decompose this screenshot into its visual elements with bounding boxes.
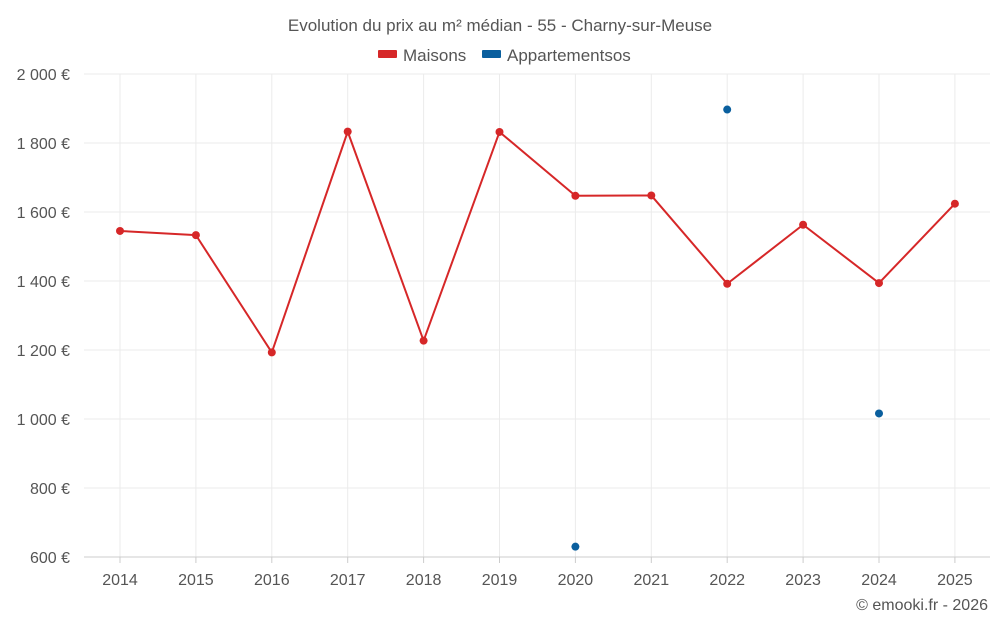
data-point-maisons-2020[interactable]	[571, 191, 580, 200]
y-gridlines	[84, 73, 990, 489]
x-tick-label: 2022	[709, 572, 745, 589]
x-tick-label: 2017	[330, 572, 366, 589]
legend-label-maisons: Maisons	[403, 46, 466, 65]
data-point-maisons-2019[interactable]	[495, 127, 504, 136]
credit-label: © emooki.fr - 2026	[856, 597, 988, 614]
x-tick-label: 2020	[558, 572, 594, 589]
data-point-appartementsos-2022[interactable]	[723, 105, 732, 114]
series-appartementsos	[571, 105, 883, 551]
data-point-maisons-2024[interactable]	[875, 279, 883, 288]
x-tick-label: 2018	[406, 572, 442, 589]
data-point-appartementsos-2020[interactable]	[571, 542, 580, 551]
data-point-maisons-2015[interactable]	[191, 231, 200, 240]
chart-legend: Maisons Appartementsos	[378, 46, 631, 65]
series-layer	[116, 105, 959, 551]
data-point-maisons-2023[interactable]	[799, 220, 808, 229]
x-tick-label: 2014	[102, 572, 138, 589]
y-tick-label: 800 €	[30, 481, 70, 498]
x-tick-label: 2015	[178, 572, 214, 589]
x-tick-label: 2021	[634, 572, 670, 589]
series-line-maisons	[119, 130, 956, 354]
data-point-maisons-2021[interactable]	[647, 191, 656, 200]
data-point-maisons-2014[interactable]	[116, 226, 124, 235]
legend-swatch-appartements	[482, 50, 501, 58]
data-point-maisons-2017[interactable]	[343, 127, 352, 136]
y-tick-label: 1 200 €	[17, 343, 70, 360]
x-tick-label: 2025	[937, 572, 973, 589]
x-tick-label: 2024	[861, 572, 897, 589]
y-tick-label: 1 600 €	[17, 205, 70, 222]
data-point-appartementsos-2024[interactable]	[875, 409, 883, 418]
chart-title: Evolution du prix au m² médian - 55 - Ch…	[288, 16, 712, 35]
y-tick-label: 1 800 €	[17, 136, 70, 153]
x-axis-ticks: 2014 2015 2016 2017 2018 2019 2020 2021 2022 2023…	[102, 557, 973, 589]
legend-item-maisons[interactable]: Maisons	[378, 46, 466, 65]
x-tick-label: 2019	[482, 572, 518, 589]
legend-item-appartements[interactable]: Appartementsos	[482, 46, 631, 65]
legend-swatch-maisons	[378, 50, 397, 58]
data-point-maisons-2016[interactable]	[267, 348, 276, 357]
x-gridlines	[119, 74, 956, 557]
y-axis-ticks: 600 € 800 € 1 000 € 1 200 € 1 400 € 1 600 € 1 …	[17, 67, 70, 567]
y-tick-label: 600 €	[30, 550, 70, 567]
x-tick-label: 2023	[785, 572, 821, 589]
y-tick-label: 2 000 €	[17, 67, 70, 84]
data-point-maisons-2022[interactable]	[723, 279, 732, 288]
data-point-maisons-2025[interactable]	[950, 199, 959, 208]
x-tick-label: 2016	[254, 572, 290, 589]
series-maisons	[116, 127, 959, 357]
data-point-maisons-2018[interactable]	[419, 336, 428, 345]
y-tick-label: 1 400 €	[17, 274, 70, 291]
legend-label-appartements: Appartementsos	[507, 46, 631, 65]
y-tick-label: 1 000 €	[17, 412, 70, 429]
